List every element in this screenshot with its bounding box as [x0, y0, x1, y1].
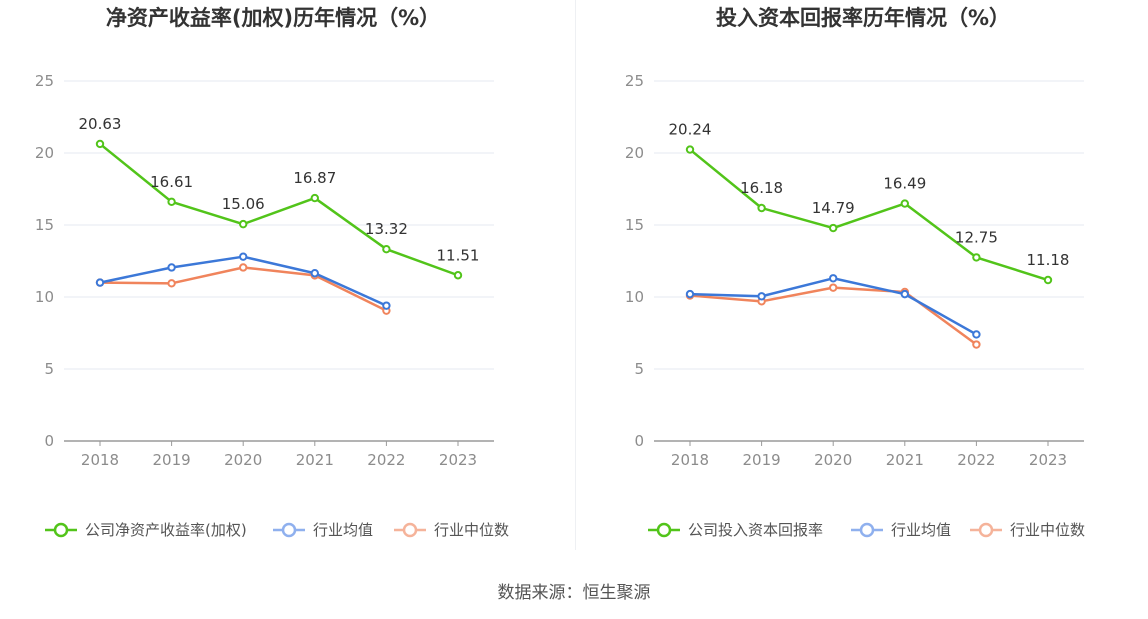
y-tick-label: 25 [625, 72, 644, 90]
chart-panel-1: 净资产收益率(加权)历年情况（%） 0 5 10 15 20 25 2018 2019 2020 2… [35, 6, 509, 539]
data-point [829, 274, 838, 283]
series-line-1 [689, 148, 1049, 282]
data-point [453, 271, 463, 280]
y-tick-label: 15 [35, 216, 54, 234]
legend-item-3[interactable]: 行业中位数 [970, 521, 1085, 539]
x-tick-label: 2019 [153, 451, 191, 469]
data-label: 12.75 [955, 228, 998, 246]
chart-title: 净资产收益率(加权)历年情况（%） [106, 6, 440, 30]
data-label: 16.18 [740, 179, 783, 197]
series-line-1 [99, 142, 459, 277]
legend-swatch-marker [402, 522, 418, 538]
x-tick-label: 2022 [957, 451, 995, 469]
data-point [685, 145, 695, 154]
data-point [757, 203, 766, 213]
data-point [95, 139, 105, 149]
data-point [1043, 275, 1053, 285]
data-label: 15.06 [222, 195, 265, 213]
chart-title: 投入资本回报率历年情况（%） [716, 6, 1010, 30]
data-point [167, 263, 176, 272]
data-point [95, 278, 105, 287]
x-tick-label: 2018 [671, 451, 709, 469]
data-point [239, 263, 248, 272]
y-tick-label: 10 [625, 288, 644, 306]
legend-item-2[interactable]: 行业均值 [851, 521, 951, 539]
y-tick-label: 20 [35, 144, 54, 162]
data-label: 20.24 [669, 121, 712, 139]
y-tick-label: 10 [35, 288, 54, 306]
data-label: 11.18 [1027, 251, 1070, 269]
data-point [167, 197, 176, 207]
y-tick-label: 0 [634, 432, 644, 450]
y-tick-label: 0 [44, 432, 54, 450]
x-tick-label: 2020 [814, 451, 852, 469]
legend-label: 行业均值 [313, 521, 373, 539]
y-tick-label: 5 [634, 360, 644, 378]
y-tick-label: 20 [625, 144, 644, 162]
legend-label: 行业中位数 [1010, 521, 1085, 539]
panel-divider [575, 0, 576, 550]
data-label: 14.79 [812, 199, 855, 217]
legend-label: 行业均值 [891, 521, 951, 539]
data-point [382, 244, 391, 254]
data-label: 16.49 [883, 175, 926, 193]
legend-label: 行业中位数 [434, 521, 509, 539]
data-point [900, 199, 909, 208]
legend-swatch-marker [859, 522, 875, 538]
data-label: 16.87 [293, 169, 336, 187]
data-point [310, 193, 319, 203]
y-tick-label: 15 [625, 216, 644, 234]
y-tick-label: 25 [35, 72, 54, 90]
data-source-note: 数据来源：恒生聚源 [497, 583, 651, 603]
x-tick-label: 2023 [1029, 451, 1067, 469]
legend-item-3[interactable]: 行业中位数 [394, 521, 509, 539]
data-point [900, 289, 909, 299]
data-point [685, 289, 695, 299]
x-tick-label: 2020 [224, 451, 262, 469]
x-tick-label: 2021 [296, 451, 334, 469]
data-point [239, 219, 248, 229]
legend-swatch-marker [281, 522, 297, 538]
data-point [829, 283, 838, 292]
legend-item-2[interactable]: 行业均值 [273, 521, 373, 539]
x-tick-label: 2021 [886, 451, 924, 469]
chart-panel-2: 投入资本回报率历年情况（%） 0 5 10 15 20 25 2018 2019 2020 2021… [625, 6, 1085, 539]
x-tick-label: 2023 [439, 451, 477, 469]
data-point [972, 340, 981, 349]
data-point [167, 279, 176, 288]
x-tick-label: 2019 [743, 451, 781, 469]
data-point [972, 253, 981, 262]
data-label: 20.63 [79, 115, 122, 133]
data-label: 16.61 [150, 173, 193, 191]
x-tick-label: 2022 [367, 451, 405, 469]
legend-item-1[interactable]: 公司净资产收益率(加权) [45, 521, 247, 539]
legend-item-1[interactable]: 公司投入资本回报率 [648, 521, 823, 539]
x-tick-label: 2018 [81, 451, 119, 469]
data-label: 13.32 [365, 220, 408, 238]
data-point [757, 292, 766, 301]
data-point [382, 301, 391, 310]
data-point [972, 330, 981, 339]
data-point [310, 269, 319, 278]
legend-swatch-marker [53, 522, 69, 538]
data-label: 11.51 [437, 246, 480, 264]
data-point [829, 223, 838, 233]
data-point [239, 252, 248, 261]
y-tick-label: 5 [44, 360, 54, 378]
legend-label: 公司投入资本回报率 [688, 521, 823, 539]
legend-label: 公司净资产收益率(加权) [85, 521, 247, 539]
legend-swatch-marker [978, 522, 994, 538]
legend-swatch-marker [656, 522, 672, 538]
